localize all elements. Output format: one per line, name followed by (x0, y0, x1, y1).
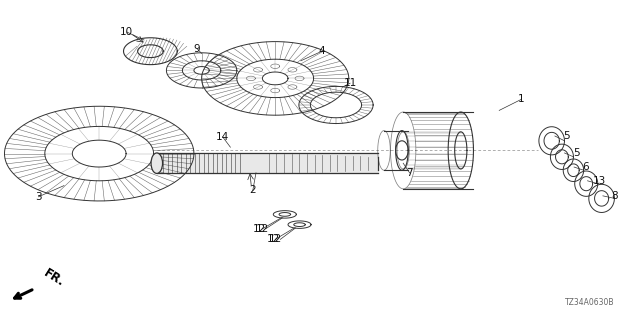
Text: 12: 12 (253, 224, 266, 234)
Text: 12: 12 (268, 234, 280, 244)
Text: 12: 12 (256, 224, 269, 234)
Text: 13: 13 (593, 176, 605, 186)
Text: 4: 4 (319, 46, 325, 56)
Text: FR.: FR. (41, 266, 67, 289)
Text: 5: 5 (573, 148, 579, 158)
Text: 11: 11 (344, 78, 356, 88)
Text: 8: 8 (611, 191, 618, 201)
Text: 7: 7 (406, 168, 413, 178)
Text: 12: 12 (269, 234, 282, 244)
Text: 6: 6 (582, 162, 589, 172)
Text: 9: 9 (194, 44, 200, 54)
Text: TZ34A0630B: TZ34A0630B (565, 298, 614, 307)
Text: 1: 1 (518, 94, 525, 104)
Text: 10: 10 (120, 27, 133, 37)
Text: 5: 5 (563, 131, 570, 141)
Text: 14: 14 (216, 132, 229, 142)
Text: 2: 2 (250, 185, 256, 196)
Text: 3: 3 (35, 192, 42, 202)
Ellipse shape (151, 153, 163, 173)
